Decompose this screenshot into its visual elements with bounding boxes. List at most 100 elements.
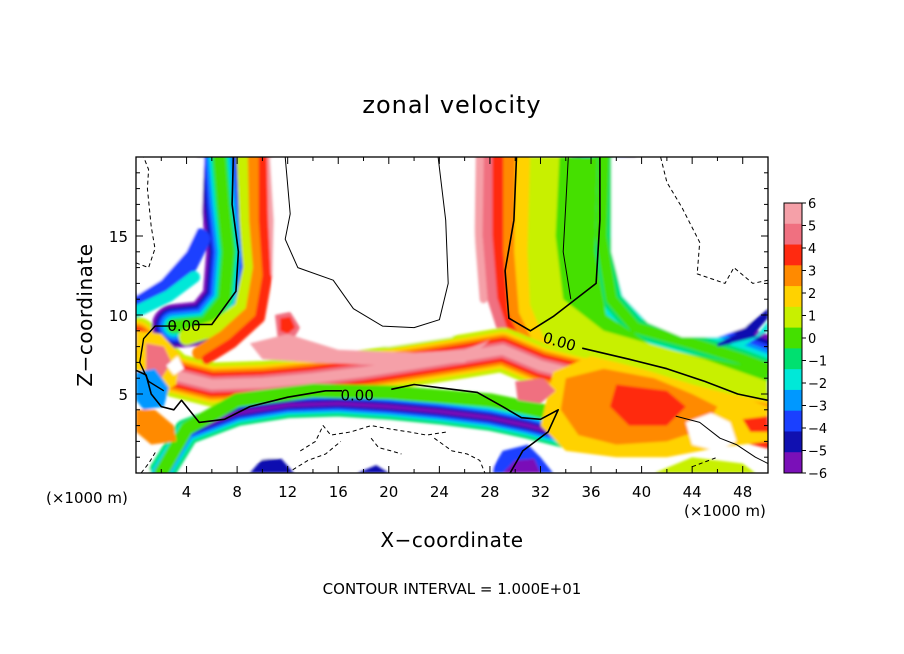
x-unit-label-left: (×1000 m): [46, 489, 128, 507]
field-band: [154, 383, 598, 473]
near-zero-region: [270, 157, 478, 347]
colorbar-swatch: [784, 223, 802, 246]
colorbar-swatch: [784, 389, 802, 412]
field-patch: [742, 416, 768, 432]
colorbar-swatch: [784, 348, 802, 370]
contour-line-negative: [692, 456, 718, 468]
colorbar-label: −4: [808, 422, 827, 437]
x-tick-label: 4: [182, 483, 192, 501]
contour-label: 0.00: [340, 387, 373, 405]
contour-line-negative: [136, 157, 156, 269]
field-band: [136, 271, 201, 318]
colorbar-swatch: [784, 410, 802, 432]
contour-line-zero: [139, 325, 177, 392]
colorbar-swatch: [784, 244, 802, 266]
field-patch: [517, 157, 768, 404]
near-zero-region: [611, 157, 768, 338]
field-patch: [136, 368, 169, 410]
colorbar-label: 0: [808, 332, 816, 347]
contour-line-zero: [136, 369, 342, 424]
contour-line-zero: [582, 347, 768, 402]
contour-line-zero: [194, 157, 240, 326]
field-patch: [717, 308, 768, 347]
contour-line-zero: [562, 157, 572, 300]
field-patch: [610, 384, 686, 426]
contour-line-negative: [300, 425, 447, 452]
contour-line-negative: [660, 157, 768, 284]
contour-line-negative: [140, 450, 157, 473]
near-zero-region: [166, 356, 184, 375]
field-band: [167, 157, 235, 333]
contour-interval-footer: CONTOUR INTERVAL = 1.000E+01: [323, 580, 582, 598]
colorbar-swatch: [784, 265, 802, 287]
y-axis: 5 10 15: [109, 172, 768, 458]
near-zero-region: [597, 465, 655, 473]
near-zero-region: [136, 157, 205, 296]
y-tick-label: 15: [109, 228, 128, 246]
contour-lines: [136, 157, 768, 473]
colorbar-swatch: [784, 452, 802, 474]
x-tick-label: 12: [278, 483, 297, 501]
contour-line-zero: [391, 383, 560, 473]
field-patch: [249, 334, 490, 366]
field-band: [482, 157, 513, 352]
colorbar-label: 1: [808, 310, 816, 325]
field-band: [474, 157, 488, 304]
colorbar-swatch: [784, 327, 802, 349]
field-patch: [136, 409, 177, 445]
x-axis: 4 8 12 16 20 24 28 32 36 40 44 48: [160, 157, 752, 501]
field-band: [192, 157, 267, 360]
field-patch: [249, 458, 294, 473]
heatmap-field: [136, 157, 768, 473]
x-tick-label: 8: [232, 483, 242, 501]
x-axis-label: X−coordinate: [380, 528, 523, 552]
contour-line-zero: [284, 157, 449, 329]
colorbar-label: −2: [808, 377, 827, 392]
x-tick-label: 32: [531, 483, 550, 501]
near-zero-region: [287, 425, 497, 473]
colorbar-swatch: [784, 286, 802, 308]
field-patch: [280, 316, 296, 334]
field-patch: [730, 321, 768, 347]
colorbar-swatch: [784, 431, 802, 453]
near-zero-region: [249, 447, 288, 461]
field-band: [136, 228, 211, 317]
colorbar-label: −5: [808, 445, 827, 460]
x-tick-label: 28: [480, 483, 499, 501]
contour-label: 0.00: [167, 317, 200, 335]
field-patch: [357, 465, 389, 473]
x-tick-label: 44: [683, 483, 702, 501]
colorbar-swatch: [784, 369, 802, 391]
colorbar-swatch: [784, 203, 802, 225]
chart-title: zonal velocity: [362, 91, 541, 119]
colorbar-label: −3: [808, 400, 827, 415]
near-zero-region: [136, 447, 152, 473]
colorbar-swatch: [784, 306, 802, 329]
x-tick-label: 36: [581, 483, 600, 501]
field-band: [267, 157, 277, 277]
x-tick-label: 20: [379, 483, 398, 501]
field-band: [201, 157, 273, 365]
colorbar-label: 6: [808, 197, 816, 212]
y-axis-label: Z−coordinate: [73, 243, 97, 386]
field-patch: [515, 378, 556, 404]
contour-line-negative: [370, 437, 402, 455]
x-tick-label: 24: [430, 483, 449, 501]
field-patch: [654, 457, 756, 473]
field-band: [595, 157, 768, 375]
colorbar-label: 2: [808, 287, 816, 302]
contour-line-negative: [292, 441, 342, 471]
contour-line-negative: [434, 437, 486, 473]
colorbar-label: 4: [808, 242, 816, 257]
field-band: [178, 157, 259, 346]
contour-line-zero: [675, 415, 768, 464]
x-tick-label: 48: [733, 483, 752, 501]
colorbar-label: 5: [808, 220, 816, 235]
colorbar-label: −6: [808, 467, 827, 482]
y-tick-label: 5: [118, 386, 128, 404]
colorbar-label: −1: [808, 355, 827, 370]
y-tick-label: 10: [109, 307, 128, 325]
colorbar-label: 3: [808, 265, 816, 280]
x-tick-label: 40: [632, 483, 651, 501]
